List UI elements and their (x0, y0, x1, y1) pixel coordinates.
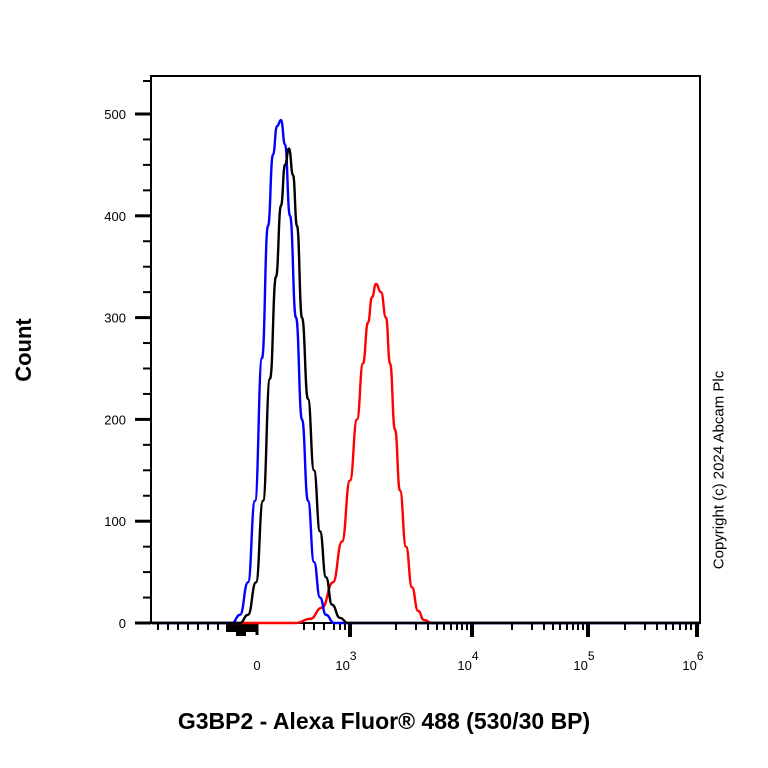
x-tick-label: 0 (253, 658, 260, 673)
histogram-series-isotype-control (151, 147, 700, 625)
y-axis: 0 100 200 300 400 500 (104, 80, 151, 631)
y-tick-label: 0 (119, 616, 126, 631)
copyright-notice: Copyright (c) 2024 Abcam Plc (704, 310, 734, 630)
plot-frame (150, 75, 701, 624)
x-tick-label: 104 (457, 649, 478, 673)
series-layer (151, 118, 700, 625)
x-tick-label: 106 (682, 649, 703, 673)
copyright-text: Copyright (c) 2024 Abcam Plc (710, 370, 728, 570)
histogram-series-unstained-control (151, 118, 700, 625)
y-axis-label: Count (4, 300, 44, 400)
x-tick-label: 103 (335, 649, 356, 673)
y-tick-label: 200 (104, 412, 126, 427)
y-tick-label: 100 (104, 514, 126, 529)
x-tick-label: 105 (573, 649, 594, 673)
y-axis-label-text: Count (11, 318, 36, 382)
x-axis: 0 103 104 105 106 (157, 623, 704, 673)
x-axis-label: G3BP2 - Alexa Fluor® 488 (530/30 BP) (177, 708, 591, 734)
x-tick-cluster (236, 632, 246, 636)
y-tick-label: 400 (104, 209, 126, 224)
y-tick-label: 500 (104, 107, 126, 122)
y-tick-label: 300 (104, 311, 126, 326)
x-tick-cluster (226, 623, 256, 632)
